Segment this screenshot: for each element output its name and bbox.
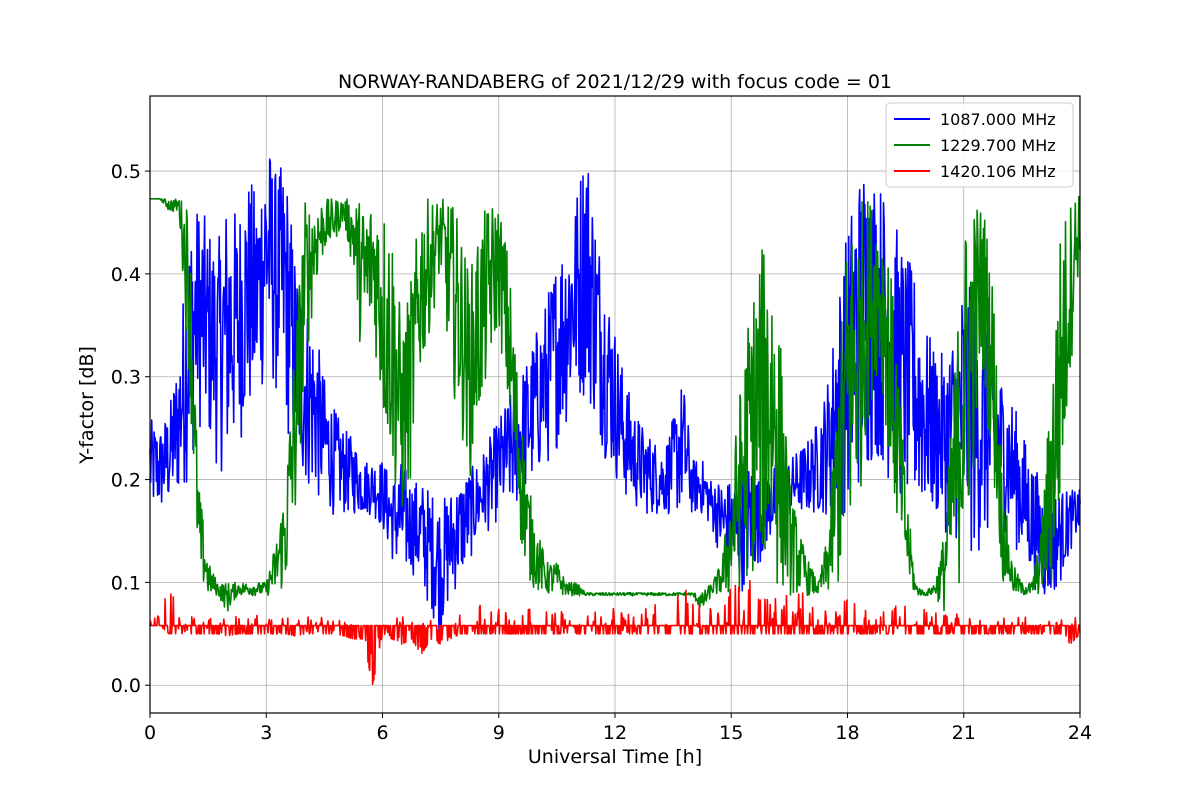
legend-label: 1420.106 MHz [940, 162, 1056, 181]
series-line-2 [149, 195, 1081, 612]
y-tick-label: 0.2 [111, 470, 141, 492]
x-tick-label: 18 [835, 722, 859, 744]
x-tick-label: 15 [719, 722, 743, 744]
chart-title: NORWAY-RANDABERG of 2021/12/29 with focu… [338, 71, 892, 93]
x-axis-label: Universal Time [h] [528, 746, 702, 768]
x-tick-label: 12 [603, 722, 627, 744]
y-tick-label: 0.4 [111, 264, 141, 286]
x-tick-label: 9 [493, 722, 505, 744]
y-axis: 0.0 0.1 0.2 0.3 0.4 0.5 [111, 161, 150, 697]
x-tick-label: 21 [952, 722, 976, 744]
x-tick-label: 3 [260, 722, 272, 744]
plot-area [149, 158, 1081, 686]
y-axis-label: Y-factor [dB] [76, 346, 98, 465]
series-line-1 [149, 158, 1081, 630]
x-tick-label: 6 [376, 722, 388, 744]
y-tick-label: 0.3 [111, 367, 141, 389]
series-line-3 [149, 580, 1081, 686]
legend-label: 1229.700 MHz [940, 136, 1056, 155]
x-tick-label: 24 [1068, 722, 1092, 744]
x-axis: 0 3 6 9 12 15 18 21 24 [144, 713, 1092, 744]
x-tick-label: 0 [144, 722, 156, 744]
y-tick-label: 0.0 [111, 675, 141, 697]
y-tick-label: 0.1 [111, 572, 141, 594]
legend-label: 1087.000 MHz [940, 110, 1056, 129]
y-tick-label: 0.5 [111, 161, 141, 183]
legend-box [885, 102, 1074, 188]
legend: 1087.000 MHz 1229.700 MHz 1420.106 MHz [885, 102, 1074, 188]
